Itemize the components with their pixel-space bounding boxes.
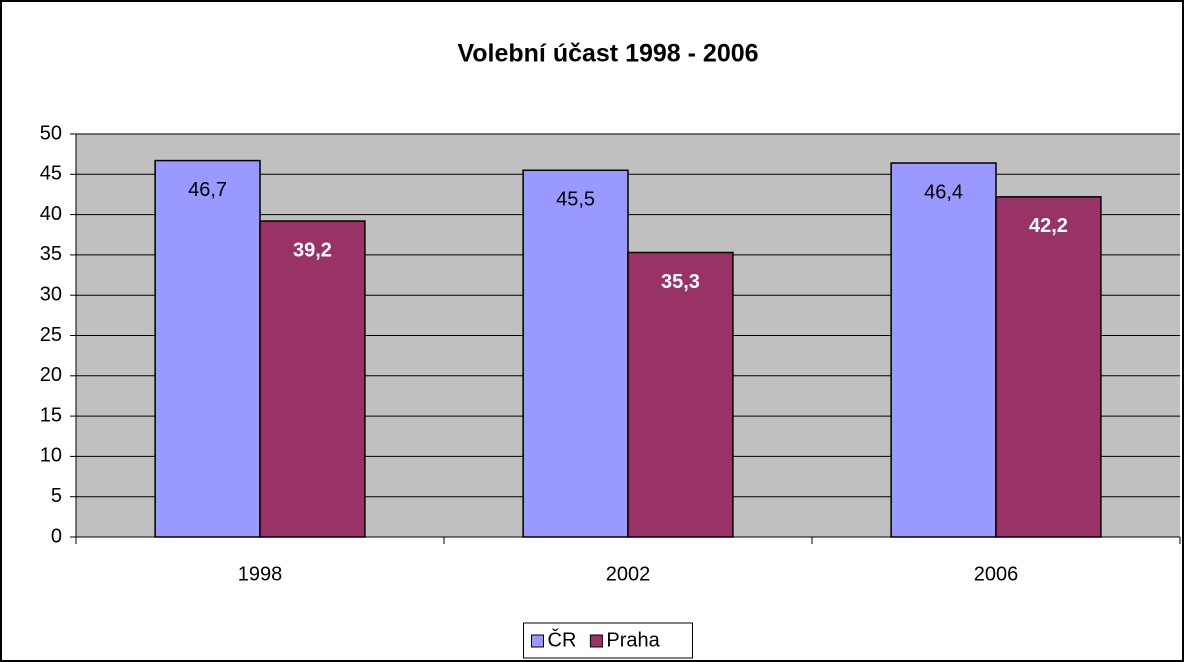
bar [154, 159, 261, 538]
legend-swatch [589, 634, 603, 648]
x-tick-label: 2002 [606, 563, 651, 585]
y-tick-label: 20 [40, 364, 62, 386]
data-label: 45,5 [556, 189, 595, 211]
y-tick-label: 25 [40, 324, 62, 346]
bar [522, 169, 629, 538]
legend-label: ČR [548, 628, 577, 651]
legend-box [523, 622, 693, 659]
data-label: 42,2 [1029, 215, 1068, 237]
y-tick-label: 5 [51, 485, 62, 507]
y-tick-label: 0 [51, 525, 62, 547]
x-tick-label: 1998 [238, 563, 283, 585]
data-label: 46,4 [924, 181, 963, 203]
legend-swatch [531, 634, 544, 648]
bar [890, 162, 997, 538]
x-tick-label: 2006 [974, 563, 1019, 585]
y-tick-label: 10 [40, 445, 62, 467]
bar [995, 196, 1102, 538]
chart-title: Volební účast 1998 - 2006 [457, 40, 758, 68]
y-tick-label: 40 [40, 203, 62, 225]
y-tick-label: 15 [40, 404, 62, 426]
bar [627, 251, 734, 538]
y-tick-label: 50 [40, 122, 62, 144]
y-tick-label: 35 [40, 243, 62, 265]
y-tick-label: 45 [40, 163, 62, 185]
data-label: 35,3 [661, 271, 700, 293]
data-label: 46,7 [188, 179, 227, 201]
legend-label: Praha [606, 629, 660, 651]
bar [259, 220, 366, 538]
data-label: 39,2 [293, 239, 332, 261]
y-tick-label: 30 [40, 283, 62, 305]
